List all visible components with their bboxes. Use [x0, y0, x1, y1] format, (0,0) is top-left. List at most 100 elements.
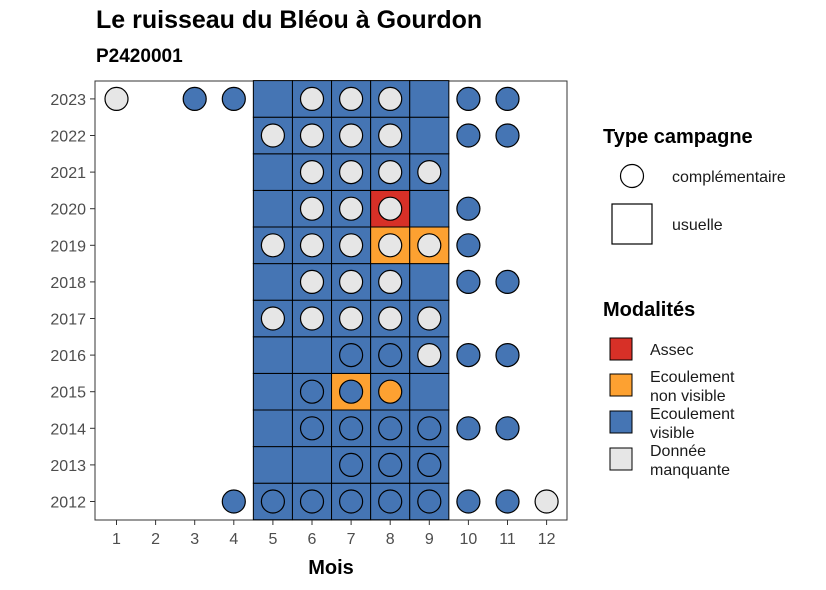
legend-key-V [609, 410, 633, 434]
complementaire-point-2023-10 [456, 86, 481, 112]
complementaire-point-2017-6 [299, 306, 325, 331]
complementaire-point-2018-10 [456, 269, 481, 294]
complementaire-point-2017-9 [417, 306, 442, 331]
x-tick-label: 10 [460, 531, 478, 548]
complementaire-point-2020-6 [299, 196, 325, 221]
legend-key-M [609, 447, 633, 471]
complementaire-point-2017-8 [378, 306, 403, 331]
complementaire-point-2018-11 [495, 269, 520, 294]
complementaire-point-2012-10 [456, 489, 481, 514]
legend-key-N [609, 373, 633, 397]
complementaire-point-2013-9 [417, 452, 442, 477]
y-tick-label: 2021 [50, 165, 86, 182]
complementaire-point-2022-6 [299, 123, 325, 148]
legend-campagne-title: Type campagne [603, 126, 753, 148]
x-tick-label: 5 [268, 531, 277, 548]
complementaire-point-2023-6 [299, 86, 325, 112]
complementaire-point-2019-10 [456, 233, 481, 258]
usuelle-tile-2023-9 [409, 80, 450, 118]
complementaire-point-2019-6 [299, 233, 325, 258]
y-tick-label: 2018 [50, 275, 86, 292]
usuelle-tile-2021-5 [252, 153, 293, 191]
complementaire-point-2020-10 [456, 196, 481, 221]
complementaire-point-2023-7 [339, 86, 364, 112]
complementaire-point-2014-6 [299, 416, 325, 441]
usuelle-tile-2015-5 [252, 372, 293, 411]
y-tick-label: 2020 [50, 202, 86, 219]
x-tick-label: 11 [499, 531, 516, 548]
complementaire-point-2023-11 [495, 86, 520, 112]
x-tick-label: 1 [112, 531, 121, 548]
y-tick-label: 2012 [50, 495, 86, 512]
complementaire-point-2016-9 [417, 343, 442, 368]
complementaire-point-2015-7 [339, 379, 364, 404]
complementaire-point-2014-10 [456, 416, 481, 441]
legend-key-square [611, 203, 653, 245]
chart-subtitle: P2420001 [96, 46, 183, 67]
complementaire-point-2012-8 [378, 489, 403, 514]
complementaire-point-2013-8 [378, 452, 403, 477]
complementaire-point-2014-8 [378, 416, 403, 441]
complementaire-point-2014-9 [417, 416, 442, 441]
complementaire-point-2012-9 [417, 489, 442, 514]
legend-key-circle [619, 163, 645, 189]
y-tick-label: 2019 [50, 238, 86, 255]
usuelle-tile-2013-5 [252, 446, 293, 484]
usuelle-tile-2018-5 [252, 263, 293, 301]
complementaire-point-2012-4 [221, 489, 246, 514]
y-tick-label: 2013 [50, 458, 86, 475]
complementaire-point-2012-6 [299, 489, 325, 514]
usuelle-tile-2022-9 [409, 116, 450, 155]
legend-modalite-label: Donnée [650, 443, 706, 460]
complementaire-point-2014-7 [339, 416, 364, 441]
complementaire-point-2023-1 [104, 86, 129, 112]
usuelle-tile-2015-9 [409, 372, 450, 411]
complementaire-point-2019-5 [260, 233, 285, 258]
complementaire-point-2021-6 [299, 160, 325, 185]
complementaire-point-2022-10 [456, 123, 481, 148]
legend-key-A [609, 337, 633, 361]
legend-modalites-title: Modalités [603, 299, 695, 321]
legend-modalite-label: Assec [650, 342, 694, 359]
usuelle-tile-2013-6 [291, 446, 333, 484]
complementaire-point-2021-7 [339, 160, 364, 185]
complementaire-point-2023-8 [378, 86, 403, 112]
y-tick-label: 2017 [50, 312, 86, 329]
x-tick-label: 3 [190, 531, 199, 548]
usuelle-tile-2023-5 [252, 80, 293, 118]
complementaire-point-2018-6 [299, 269, 325, 294]
legend-modalite-label: Ecoulement [650, 406, 735, 423]
legend-modalite-label: non visible [650, 388, 726, 405]
complementaire-point-2013-7 [339, 452, 364, 477]
x-axis-title: Mois [308, 557, 354, 579]
complementaire-point-2012-5 [260, 489, 285, 514]
complementaire-point-2017-5 [260, 306, 285, 331]
y-tick-label: 2022 [50, 129, 86, 146]
complementaire-point-2014-11 [495, 416, 520, 441]
complementaire-point-2012-11 [495, 489, 520, 514]
complementaire-point-2022-11 [495, 123, 520, 148]
complementaire-point-2019-9 [417, 233, 442, 258]
x-tick-label: 6 [308, 531, 317, 548]
complementaire-point-2018-7 [339, 269, 364, 294]
chart-title: Le ruisseau du Bléou à Gourdon [96, 6, 483, 34]
complementaire-point-2022-7 [339, 123, 364, 148]
complementaire-point-2023-3 [182, 86, 207, 112]
legend-modalite-label: manquante [650, 462, 730, 479]
complementaire-point-2012-7 [339, 489, 364, 514]
x-tick-label: 2 [151, 531, 160, 548]
complementaire-point-2022-8 [378, 123, 403, 148]
complementaire-point-2019-7 [339, 233, 364, 258]
complementaire-point-2016-7 [339, 343, 364, 368]
x-tick-label: 8 [386, 531, 395, 548]
complementaire-point-2017-7 [339, 306, 364, 331]
complementaire-point-2022-5 [260, 123, 285, 148]
usuelle-tile-2020-5 [252, 189, 293, 228]
legend-campagne-label: complémentaire [672, 169, 786, 186]
complementaire-point-2018-8 [378, 269, 403, 294]
usuelle-tile-2016-5 [252, 336, 293, 374]
complementaire-point-2016-8 [378, 343, 403, 368]
x-tick-label: 7 [347, 531, 356, 548]
usuelle-tile-2018-9 [409, 263, 450, 301]
